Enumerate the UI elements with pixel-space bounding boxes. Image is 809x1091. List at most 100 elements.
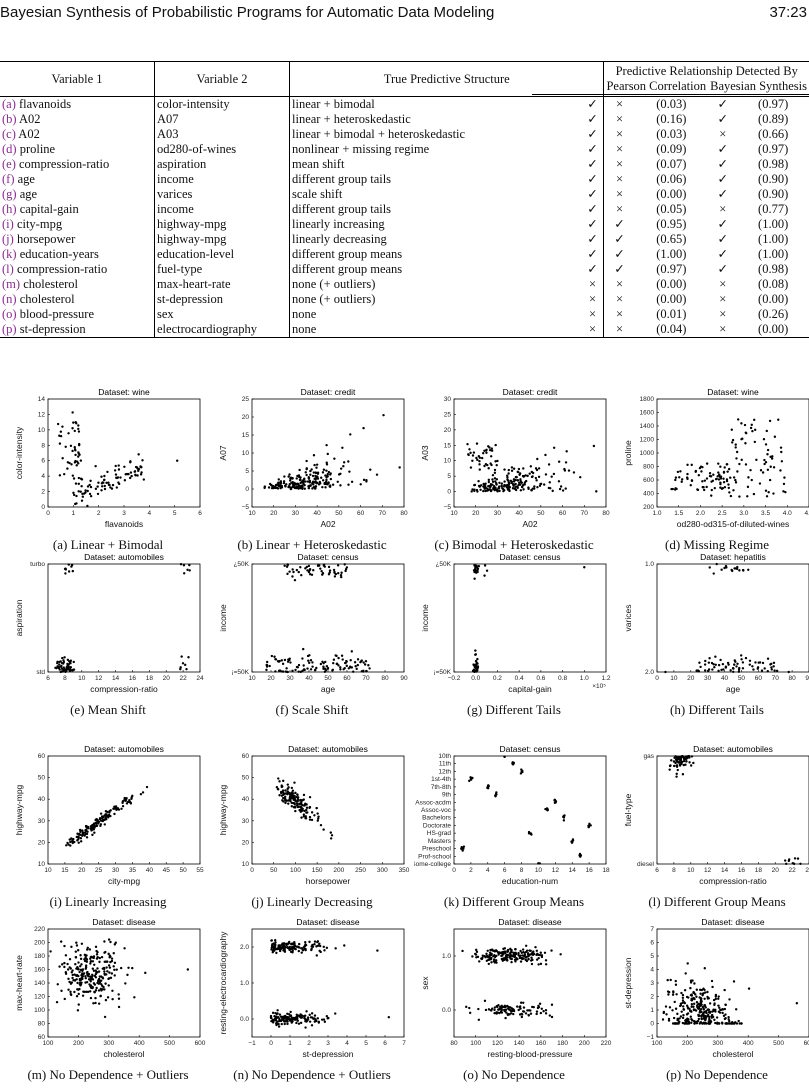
data-point [474,570,477,573]
data-point [769,465,772,468]
pearson-value: (0.00) [656,292,687,306]
data-point [524,479,528,483]
data-point [788,858,791,861]
data-point [719,1008,723,1012]
x-tick-label: 14 [569,867,577,874]
plot-title: Dataset: disease [92,917,156,927]
data-point [272,486,275,490]
data-point [59,665,63,668]
data-point [59,434,63,438]
data-point [292,570,295,574]
data-point [489,1009,492,1012]
data-point [706,997,710,1000]
data-point [267,486,271,489]
data-point [476,666,480,670]
data-point [84,489,87,492]
data-point [293,482,297,485]
data-point [269,1014,273,1018]
data-point [182,564,186,567]
data-point [561,489,565,492]
data-point [89,494,93,498]
data-point [95,971,98,974]
data-point [296,793,299,796]
data-point [684,972,687,975]
data-point [696,488,700,492]
data-point [293,781,296,784]
x-tick-label: 45 [163,867,171,874]
figure-l: Dataset: automobiles681012141618202224di… [617,742,809,909]
data-point [382,413,385,417]
data-point [517,483,520,487]
data-point [540,1007,544,1010]
x-tick-label: 6 [198,510,202,517]
data-point [547,463,551,466]
data-point [284,1014,287,1018]
data-point [489,462,492,465]
data-point [714,1008,717,1011]
data-point [70,463,73,466]
data-point [527,957,530,961]
y-tick-label: 0 [245,486,249,493]
data-point [700,470,703,473]
data-point [686,1007,690,1010]
data-point [524,1012,528,1015]
data-point [126,973,129,977]
data-point [299,670,302,674]
data-point [333,457,336,460]
figure-n: Dataset: disease −1 0 1 2 3 4 5 6 7 0.0 1.0 2.0 st-de… [212,915,412,1082]
data-point [324,474,327,477]
y-tick-label: 15 [444,442,452,449]
data-point [108,971,111,974]
data-point [83,831,87,834]
data-point [468,1011,472,1015]
plot-frame [453,563,607,673]
data-point [112,807,115,810]
x-tick-label: 20 [772,867,780,874]
data-point [188,563,191,567]
x-tick-label: 100 [470,1040,481,1047]
data-point [294,486,298,490]
x-tick-label: 1 [288,1040,292,1047]
data-point [725,463,729,466]
data-point [348,665,352,668]
data-point [676,768,679,772]
data-point [764,460,768,464]
data-point [113,968,116,972]
table-row: (n) cholesterol st-depression none (+ outl… [0,292,809,307]
data-point [477,1007,480,1011]
data-point [689,979,693,982]
v2-cell: sex [154,307,290,322]
data-point [106,996,110,999]
running-header: Bayesian Synthesis of Probabilistic Prog… [0,4,809,24]
data-point [695,669,698,672]
plot-frame [47,755,201,865]
data-point [698,1014,701,1017]
table-row: (f) age income different group tails ✓ × (0.0… [0,172,809,187]
data-point [283,948,286,951]
data-point [676,470,680,474]
data-point [184,663,187,667]
data-point [506,959,509,962]
data-point [522,1001,525,1004]
data-point [690,1021,693,1025]
data-point [500,1011,503,1014]
bayes-value: (1.00) [758,247,789,261]
y-tick-label: Assoc-acdm [415,799,451,806]
data-point [287,786,290,789]
y-tick-label: 2.0 [240,944,249,951]
data-point [695,1001,699,1004]
data-point [693,1022,696,1025]
var1: city-mpg [13,217,63,231]
data-point [274,670,277,673]
data-point [110,487,114,490]
data-point [319,662,323,666]
y-tick-label: 6 [650,940,654,947]
data-point [77,490,80,493]
data-point [103,988,106,991]
data-point [705,477,709,480]
y-tick-label: 60 [242,753,250,760]
check-cell: × [581,277,605,292]
data-point [339,573,343,577]
data-point [309,658,313,662]
data-point [295,568,299,572]
